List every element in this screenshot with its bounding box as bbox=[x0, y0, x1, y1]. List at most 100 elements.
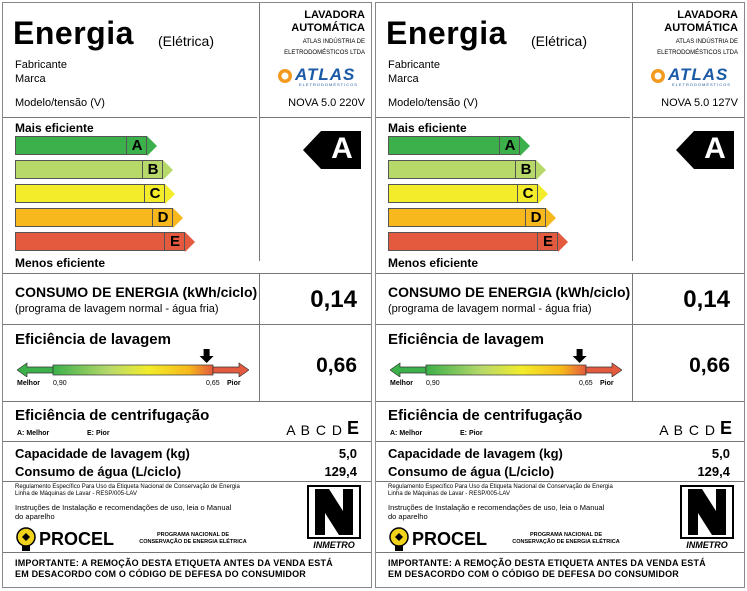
efficiency-bar-tip bbox=[163, 159, 173, 180]
importante-line1: IMPORTANTE: A REMOÇÃO DESTA ETIQUETA ANT… bbox=[388, 558, 706, 568]
lavagem-scale bbox=[390, 349, 622, 377]
instrucoes-line1: Instruções de Instalação e recomendações… bbox=[388, 503, 605, 512]
instrucoes: Instruções de Instalação e recomendações… bbox=[15, 503, 280, 521]
efficiency-bar-letter-box bbox=[145, 184, 165, 203]
efficiency-bar-letter: E bbox=[542, 233, 553, 250]
procel-programa: PROGRAMA NACIONAL DE CONSERVAÇÃO DE ENER… bbox=[506, 532, 626, 546]
efficiency-bar-body bbox=[15, 160, 143, 179]
lavagem-max: 0,65 bbox=[579, 380, 593, 387]
efficiency-bar-body bbox=[388, 232, 538, 251]
efficiency-bar-letter: A bbox=[504, 137, 516, 154]
importante: IMPORTANTE: A REMOÇÃO DESTA ETIQUETA ANT… bbox=[15, 558, 365, 580]
lavagem-min: 0,90 bbox=[53, 380, 67, 387]
efficiency-bar-e: E bbox=[388, 231, 568, 252]
instrucoes-line2: do aparelho bbox=[15, 512, 55, 521]
lavagem-marker-icon bbox=[572, 349, 587, 363]
consumo-agua-label: Consumo de água (L/ciclo) bbox=[388, 464, 555, 479]
rating-letter: A bbox=[704, 132, 726, 165]
section-divider bbox=[376, 481, 744, 482]
efficiency-bar-letter: C bbox=[149, 185, 161, 202]
model-value: NOVA 5.0 220V bbox=[288, 97, 365, 109]
efficiency-bar-e: E bbox=[15, 231, 195, 252]
menos-eficiente: Menos eficiente bbox=[15, 256, 106, 270]
inmetro-logo-icon bbox=[307, 485, 361, 539]
capacidade-label: Capacidade de lavagem (kg) bbox=[388, 446, 563, 461]
instrucoes-line1: Instruções de Instalação e recomendações… bbox=[15, 503, 232, 512]
efficiency-bar-letter-box bbox=[143, 160, 163, 179]
capacidade-value: 5,0 bbox=[711, 446, 730, 461]
brand-tagline: ELETRODOMÉSTICOS bbox=[299, 82, 358, 87]
label-subtitle: (Elétrica) bbox=[158, 33, 215, 49]
product-type-line1: LAVADORA bbox=[677, 9, 738, 21]
manufacturer-line2: ELETRODOMÉSTICOS LTDA bbox=[284, 50, 365, 56]
energy-label-left: Energia (Elétrica) Fabricante Marca Mode… bbox=[2, 2, 372, 588]
efficiency-bar-tip bbox=[558, 231, 568, 252]
efficiency-bar-letter-box bbox=[153, 208, 173, 227]
section-divider bbox=[3, 441, 371, 442]
section-divider bbox=[376, 552, 744, 553]
procel-name: PROCEL bbox=[39, 529, 115, 549]
programa-line1: PROGRAMA NACIONAL DE bbox=[156, 532, 230, 538]
product-type-line1: LAVADORA bbox=[304, 9, 365, 21]
lavagem-marker-icon bbox=[199, 349, 214, 363]
consumo-agua-value: 129,4 bbox=[324, 464, 357, 479]
importante-line1: IMPORTANTE: A REMOÇÃO DESTA ETIQUETA ANT… bbox=[15, 558, 333, 568]
efficiency-bar-a: A bbox=[388, 135, 530, 156]
efficiency-bar-a: A bbox=[15, 135, 157, 156]
programa-line2: CONSERVAÇÃO DE ENERGIA ELÉTRICA bbox=[139, 539, 247, 545]
efficiency-bar-letter: B bbox=[147, 161, 159, 178]
section-divider bbox=[376, 324, 744, 325]
product-info: LAVADORA AUTOMÁTICA ATLAS INDÚSTRIA DE E… bbox=[638, 9, 738, 57]
section-divider bbox=[3, 552, 371, 553]
consumo-title: CONSUMO DE ENERGIA (kWh/ciclo) bbox=[15, 284, 258, 300]
section-divider bbox=[376, 441, 744, 442]
section-divider bbox=[3, 401, 371, 402]
menos-eficiente: Menos eficiente bbox=[388, 256, 479, 270]
header-line bbox=[3, 117, 257, 118]
centrif-pior: E: Pior bbox=[87, 430, 110, 437]
programa-line1: PROGRAMA NACIONAL DE bbox=[529, 532, 603, 538]
efficiency-bar-b: B bbox=[15, 159, 173, 180]
section-divider bbox=[3, 273, 371, 274]
efficiency-bar-body bbox=[388, 160, 516, 179]
brand-tagline: ELETRODOMÉSTICOS bbox=[672, 82, 731, 87]
efficiency-bar-c: C bbox=[388, 183, 548, 204]
centrif-letters: A B C D bbox=[659, 422, 716, 438]
consumo-subtitle: (programa de lavagem normal - água fria) bbox=[15, 303, 219, 315]
centrif-melhor: A: Melhor bbox=[17, 430, 50, 437]
efficiency-bar-letter-box bbox=[516, 160, 536, 179]
efficiency-bar-tip bbox=[546, 207, 556, 228]
lavagem-max: 0,65 bbox=[206, 380, 220, 387]
efficiency-bar-body bbox=[15, 208, 153, 227]
efficiency-bar-letter-box bbox=[500, 136, 520, 155]
mais-eficiente: Mais eficiente bbox=[388, 121, 467, 135]
centrif-title: Eficiência de centrifugação bbox=[15, 407, 210, 424]
lavagem-value: 0,66 bbox=[316, 354, 357, 377]
centrif-title: Eficiência de centrifugação bbox=[388, 407, 583, 424]
manufacturer-line2: ELETRODOMÉSTICOS LTDA bbox=[657, 50, 738, 56]
modelo-label: Modelo/tensão (V) bbox=[15, 97, 105, 109]
regulamento-line2: Linha de Máquinas de Lavar - RESP/005-LA… bbox=[388, 491, 510, 497]
header-divider bbox=[259, 3, 260, 261]
procel-bulb-icon bbox=[389, 527, 409, 551]
efficiency-bar-tip bbox=[147, 135, 157, 156]
efficiency-bar-tip bbox=[173, 207, 183, 228]
regulamento: Regulamento Específico Para Uso da Etiqu… bbox=[388, 484, 653, 498]
rating-arrow-icon bbox=[676, 131, 734, 169]
efficiency-bar-letter-box bbox=[127, 136, 147, 155]
efficiency-bar-letter: B bbox=[520, 161, 532, 178]
atlas-logo-icon bbox=[651, 69, 665, 83]
consumo-agua-value: 129,4 bbox=[697, 464, 730, 479]
instrucoes-line2: do aparelho bbox=[388, 512, 428, 521]
efficiency-bar-tip bbox=[165, 183, 175, 204]
header-divider bbox=[632, 3, 633, 261]
centrif-rating: E bbox=[346, 418, 359, 438]
mais-eficiente: Mais eficiente bbox=[15, 121, 94, 135]
section-divider bbox=[376, 273, 744, 274]
inmetro-text: INMETRO bbox=[313, 540, 355, 550]
product-type-line2: AUTOMÁTICA bbox=[291, 22, 365, 34]
efficiency-bar-tip bbox=[538, 183, 548, 204]
inmetro-text: INMETRO bbox=[686, 540, 728, 550]
lavagem-title: Eficiência de lavagem bbox=[388, 331, 544, 348]
header-line-right bbox=[259, 117, 371, 118]
